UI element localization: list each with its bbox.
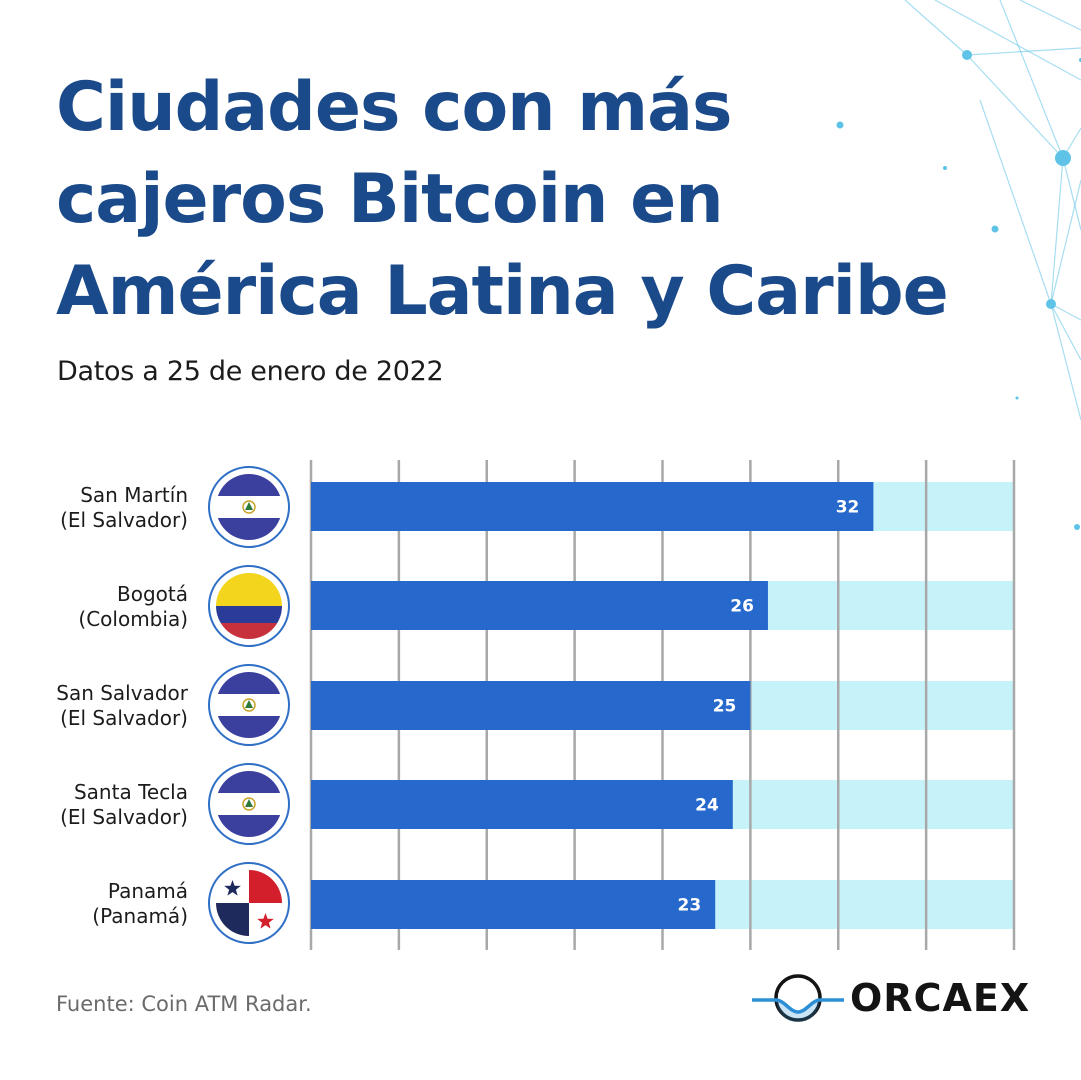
network-line [966,54,1064,159]
el-salvador-flag-icon [208,664,290,746]
data-label: 26 [730,597,754,617]
network-node [1055,150,1071,166]
network-node [1046,299,1056,309]
network-node [1015,396,1019,400]
row-label-bogota: Bogotá (Colombia) [8,582,188,632]
title-line-2: cajeros Bitcoin en [56,160,724,239]
city-name: Santa Tecla [73,780,188,804]
network-node [962,50,972,60]
network-line [1050,303,1081,361]
network-node [1074,524,1080,530]
network-node [836,121,844,129]
bar-chart: 32 26 25 24 23 [309,460,1016,950]
colombia-flag-icon [208,565,290,647]
country-name: (Colombia) [78,607,188,631]
city-name: Panamá [107,879,188,903]
page-title: Ciudades con más cajeros Bitcoin en Amér… [56,62,1056,338]
row-label-panama: Panamá (Panamá) [8,879,188,929]
bar [311,581,768,630]
row-label-san-salvador: San Salvador (El Salvador) [8,681,188,731]
network-line [934,0,1081,81]
title-line-3: América Latina y Caribe [56,252,949,331]
network-node [662,194,668,200]
title-line-1: Ciudades con más [56,68,732,147]
network-line [999,0,1064,159]
city-name: Bogotá [117,582,188,606]
city-name: San Salvador [56,681,188,705]
bar [311,880,716,929]
subtitle: Datos a 25 de enero de 2022 [57,356,444,387]
bar [311,780,733,829]
network-line [1062,157,1081,231]
data-label: 24 [695,796,719,816]
country-name: (El Salvador) [60,508,188,532]
country-name: (El Salvador) [60,805,188,829]
city-name: San Martín [80,483,188,507]
orca-logo-icon [752,974,844,1022]
network-line [1019,0,1081,31]
data-label: 32 [836,498,860,518]
bar [311,482,874,531]
country-name: (Panamá) [92,904,188,928]
network-line [1050,303,1081,421]
network-line [1050,179,1081,305]
el-salvador-flag-icon [208,763,290,845]
brand-name: ORCAEX [850,976,1031,1020]
row-label-santa-tecla: Santa Tecla (El Salvador) [8,780,188,830]
network-line [1050,157,1064,305]
network-line [966,47,1081,56]
network-line [979,99,1052,305]
data-label: 25 [713,697,737,717]
network-line [904,0,968,56]
country-name: (El Salvador) [60,706,188,730]
network-line [1050,303,1081,321]
network-node [991,225,999,233]
network-node [943,166,947,170]
panama-flag-icon [208,862,290,944]
row-label-san-martin: San Martín (El Salvador) [8,483,188,533]
data-label: 23 [678,896,702,916]
bar [311,681,751,730]
source-note: Fuente: Coin ATM Radar. [56,992,312,1016]
el-salvador-flag-icon [208,466,290,548]
